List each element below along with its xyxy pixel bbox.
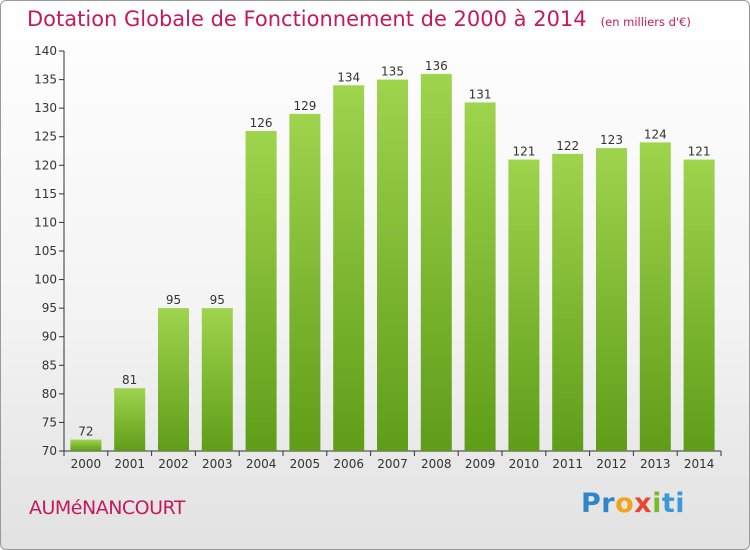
y-tick-label: 110 xyxy=(34,215,57,229)
y-tick-label: 70 xyxy=(42,444,57,458)
y-tick-label: 105 xyxy=(34,244,57,258)
y-tick-label: 80 xyxy=(42,387,57,401)
unit-label: (en milliers d'€) xyxy=(600,15,691,29)
x-tick-label: 2008 xyxy=(421,457,452,471)
y-tick-label: 115 xyxy=(34,187,57,201)
bar-value-label: 135 xyxy=(381,65,404,79)
y-tick-label: 120 xyxy=(34,158,57,172)
bar-value-label: 95 xyxy=(166,293,181,307)
bar xyxy=(289,113,321,451)
x-tick-label: 2007 xyxy=(377,457,408,471)
x-tick-label: 2001 xyxy=(114,457,145,471)
x-tick-label: 2003 xyxy=(202,457,233,471)
y-tick-label: 140 xyxy=(34,44,57,58)
x-tick-label: 2005 xyxy=(290,457,321,471)
title-text: Dotation Globale de Fonctionnement de 20… xyxy=(27,7,587,31)
proxiti-logo: Proxiti xyxy=(581,488,686,519)
bar-value-label: 121 xyxy=(512,145,535,159)
bar xyxy=(114,388,146,451)
bar xyxy=(596,148,627,451)
bar xyxy=(508,159,540,452)
bar xyxy=(464,102,496,451)
bar-value-label: 129 xyxy=(293,99,316,113)
x-tick-label: 2000 xyxy=(71,457,102,471)
y-tick-label: 135 xyxy=(34,73,57,87)
x-tick-label: 2004 xyxy=(246,457,277,471)
x-tick-label: 2009 xyxy=(465,457,496,471)
bar-value-label: 95 xyxy=(210,293,225,307)
y-tick-label: 125 xyxy=(34,130,57,144)
commune-name: AUMéNANCOURT xyxy=(29,497,185,519)
bar-value-label: 81 xyxy=(122,373,137,387)
y-tick-label: 100 xyxy=(34,273,57,287)
bar-value-label: 123 xyxy=(600,133,623,147)
bar-value-label: 121 xyxy=(688,145,711,159)
bar xyxy=(245,131,277,451)
bar-value-label: 124 xyxy=(644,127,667,141)
bars xyxy=(70,73,715,452)
bar-value-label: 136 xyxy=(425,59,448,73)
y-tick-label: 95 xyxy=(42,301,57,315)
y-tick-label: 85 xyxy=(42,358,57,372)
data-labels: 72 81 95 95 126 129 134 135 136 131 121 122 123 124 12… xyxy=(78,59,710,439)
bar xyxy=(420,73,452,451)
x-tick-label: 2013 xyxy=(640,457,671,471)
bar xyxy=(70,439,102,451)
bar xyxy=(683,159,715,452)
x-axis: 2000 2001 2002 2003 2004 2005 2006 2007 2008 2009… xyxy=(63,450,722,471)
x-tick-label: 2010 xyxy=(509,457,540,471)
x-tick-label: 2012 xyxy=(596,457,627,471)
chart-title: Dotation Globale de Fonctionnement de 20… xyxy=(27,7,691,31)
bar xyxy=(201,308,233,451)
y-tick-label: 90 xyxy=(42,330,57,344)
bar-value-label: 72 xyxy=(78,425,93,439)
x-tick-label: 2002 xyxy=(158,457,189,471)
bar-value-label: 126 xyxy=(250,116,273,130)
bar-value-label: 134 xyxy=(337,70,360,84)
y-tick-label: 130 xyxy=(34,101,57,115)
bar xyxy=(377,79,408,452)
bar xyxy=(639,142,671,451)
bar xyxy=(552,153,584,451)
y-axis: 70 75 80 85 90 95 100 105 110 115 120 125 130 135 140 xyxy=(34,44,65,458)
x-tick-label: 2014 xyxy=(684,457,715,471)
bar xyxy=(333,85,365,452)
x-tick-label: 2011 xyxy=(552,457,583,471)
bar-value-label: 122 xyxy=(556,139,579,153)
x-tick-label: 2006 xyxy=(333,457,364,471)
bar-value-label: 131 xyxy=(469,87,492,101)
y-tick-label: 75 xyxy=(42,415,57,429)
bar xyxy=(158,308,189,451)
